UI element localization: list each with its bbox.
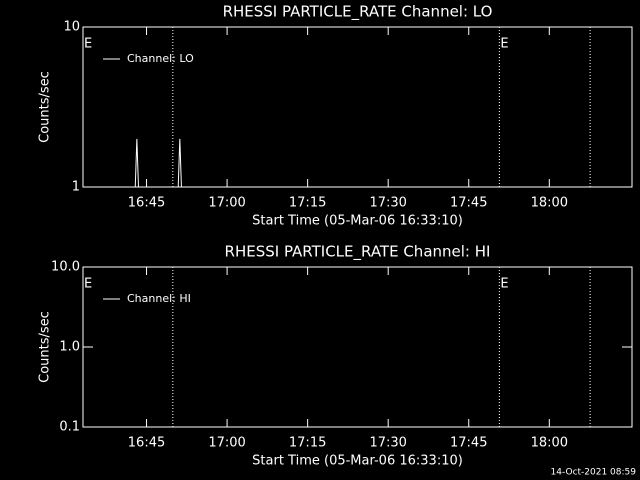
plot-frame <box>82 26 633 188</box>
x-tick-label: 16:45 <box>128 436 165 451</box>
event-marker: E <box>500 37 508 52</box>
x-tick-label: 17:30 <box>369 196 406 211</box>
event-marker: E <box>500 277 508 292</box>
event-marker: E <box>84 277 92 292</box>
x-tick-label: 17:00 <box>208 196 245 211</box>
plot-frame <box>82 266 633 428</box>
y-tick-label: 1.0 <box>59 340 80 355</box>
chart-title: RHESSI PARTICLE_RATE Channel: HI <box>225 243 491 262</box>
x-tick-label: 17:45 <box>450 436 487 451</box>
y-axis-label: Counts/sec <box>38 311 53 383</box>
x-tick-label: 18:00 <box>531 196 568 211</box>
legend-label: Channel: HI <box>127 292 191 305</box>
chart-title: RHESSI PARTICLE_RATE Channel: LO <box>223 3 493 22</box>
x-tick-label: 17:15 <box>289 196 326 211</box>
x-tick-label: 17:30 <box>369 436 406 451</box>
y-axis-label: Counts/sec <box>38 71 53 143</box>
x-axis-label: Start Time (05-Mar-06 16:33:10) <box>252 214 463 229</box>
x-axis-label: Start Time (05-Mar-06 16:33:10) <box>252 454 463 469</box>
x-tick-label: 17:00 <box>208 436 245 451</box>
series-line <box>134 138 182 188</box>
x-tick-label: 18:00 <box>531 436 568 451</box>
x-tick-label: 16:45 <box>128 196 165 211</box>
event-marker: E <box>84 37 92 52</box>
legend-label: Channel: LO <box>127 52 194 65</box>
x-tick-label: 17:45 <box>450 196 487 211</box>
y-tick-label: 10.0 <box>51 260 80 275</box>
y-tick-label: 10 <box>63 20 80 35</box>
x-tick-label: 17:15 <box>289 436 326 451</box>
y-tick-label: 0.1 <box>59 420 80 435</box>
y-tick-label: 1 <box>72 180 80 195</box>
footer: 14-Oct-2021 08:59 <box>551 468 637 478</box>
